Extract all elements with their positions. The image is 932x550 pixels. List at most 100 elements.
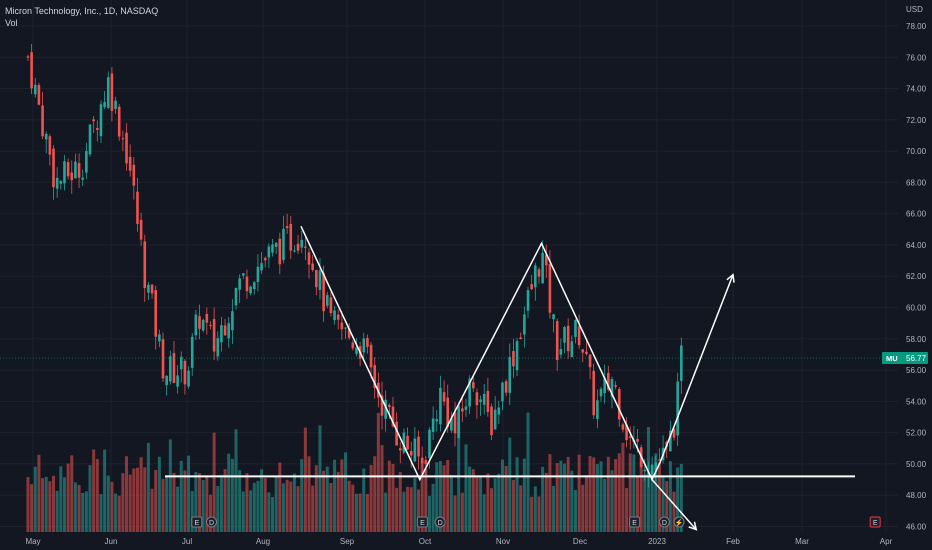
volume-bar	[172, 472, 176, 532]
volume-bar	[661, 476, 665, 532]
candle-body	[52, 148, 55, 188]
candle-body	[92, 119, 95, 122]
price-axis[interactable]: USD 78.00 76.00 74.00 72.00 70.00 68.00 66.00 6…	[906, 5, 927, 531]
candle-body	[355, 347, 358, 354]
candle-body	[245, 276, 249, 292]
price-tick-label: 60.00	[906, 304, 927, 313]
event-markers[interactable]: E D E D E D ⚡ E	[191, 516, 881, 528]
candle-body	[289, 223, 293, 251]
volume-bar	[468, 466, 472, 532]
candle-body	[117, 106, 121, 137]
candle-body	[530, 284, 533, 290]
volume-bar	[376, 412, 380, 532]
volume-bar	[606, 456, 610, 532]
volume-bar	[336, 471, 340, 532]
price-tick-label: 48.00	[906, 491, 927, 500]
volume-bar	[205, 477, 209, 532]
candle-body	[318, 270, 322, 290]
candle-body	[628, 436, 632, 438]
pattern-path[interactable]	[300, 225, 661, 482]
volume-bar	[365, 494, 369, 532]
candle-body	[366, 337, 369, 348]
event-marker-label: ⚡	[675, 518, 684, 527]
candle-body	[446, 397, 450, 428]
event-marker-icon[interactable]: D	[206, 516, 218, 528]
volume-bar	[201, 480, 205, 532]
volume-bar	[132, 468, 136, 532]
candle-body	[409, 450, 413, 456]
candle-body	[490, 406, 493, 436]
candle-body	[574, 320, 577, 337]
currency-label: USD	[906, 5, 923, 14]
volume-bar	[88, 465, 92, 532]
volume-bar	[121, 473, 125, 532]
event-marker-icon[interactable]: ⚡	[673, 516, 685, 528]
event-marker-icon[interactable]: E	[191, 516, 203, 528]
volume-bar	[373, 456, 377, 532]
volume-bar	[249, 490, 253, 532]
candle-body	[599, 388, 603, 397]
volume-bar	[70, 455, 74, 532]
candle-body	[435, 419, 439, 422]
up-arrow-head[interactable]	[726, 273, 735, 283]
candle-body	[121, 138, 125, 140]
candle-body	[307, 252, 311, 265]
event-marker-icon[interactable]: D	[434, 516, 446, 528]
event-marker-icon[interactable]: E	[629, 516, 641, 528]
candle-body	[680, 345, 683, 381]
candle-body	[106, 77, 110, 108]
volume-bar	[322, 470, 326, 532]
volume-bar	[303, 427, 307, 532]
volume-bar	[654, 453, 658, 532]
candle-body	[523, 314, 526, 335]
candle-body	[475, 392, 479, 406]
candle-body	[154, 290, 158, 337]
candle-body	[132, 164, 136, 186]
candle-body	[603, 377, 606, 394]
candle-body	[650, 464, 654, 475]
volume-bar	[143, 467, 147, 532]
volume-label[interactable]: Vol	[5, 18, 18, 28]
candle-body	[428, 429, 431, 459]
candle-body	[278, 238, 282, 265]
candle-body	[406, 435, 409, 450]
volume-bar	[135, 467, 139, 532]
volume-bar	[384, 492, 388, 532]
candle-body	[617, 389, 621, 420]
volume-bar	[479, 475, 483, 532]
volume-bar	[628, 453, 632, 532]
event-marker-icon[interactable]: E	[416, 516, 428, 528]
candle-body	[442, 392, 446, 402]
candle-body	[41, 105, 44, 137]
event-marker-icon[interactable]: E	[869, 516, 881, 528]
volume-bar	[679, 463, 683, 532]
volume-bar	[128, 474, 132, 532]
candle-body	[347, 328, 351, 338]
volume-bar	[417, 489, 421, 532]
bullish-projection-line[interactable]	[659, 274, 734, 463]
price-tick-label: 46.00	[906, 522, 927, 531]
candle-body	[285, 226, 289, 229]
volume-bar	[449, 475, 453, 532]
candle-body	[519, 337, 523, 340]
volume-bar	[168, 439, 172, 532]
pattern-drawings[interactable]	[165, 225, 855, 531]
volume-bar	[504, 465, 508, 532]
price-tick-label: 52.00	[906, 429, 927, 438]
bearish-projection-line[interactable]	[651, 479, 697, 531]
symbol-title[interactable]: Micron Technology, Inc., 1D, NASDAQ	[5, 6, 159, 16]
volume-bar	[625, 487, 629, 532]
volume-bar	[33, 466, 37, 532]
volume-bar	[464, 444, 468, 532]
time-axis[interactable]: May Jun Jul Aug Sep Oct Nov Dec 2023 Feb Mar Apr	[25, 537, 892, 546]
volume-bar	[62, 477, 66, 532]
event-marker-icon[interactable]: D	[658, 516, 670, 528]
volume-bar	[52, 475, 56, 532]
volume-bar	[296, 486, 300, 532]
event-marker-label: E	[873, 520, 878, 527]
down-arrow-head[interactable]	[688, 521, 698, 531]
candle-body	[610, 379, 614, 397]
volume-bar	[198, 473, 202, 532]
candle-body	[402, 432, 406, 453]
